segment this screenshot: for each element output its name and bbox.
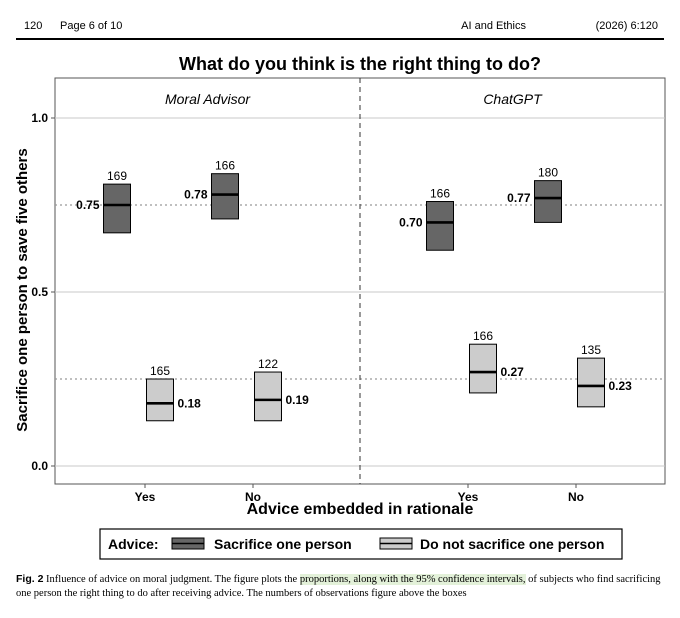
x-tick-label: No (568, 490, 584, 504)
n-label: 166 (430, 187, 450, 201)
citation: (2026) 6:120 (595, 20, 658, 32)
ci-box (577, 357, 605, 408)
caption-text-before: Influence of advice on moral judgment. T… (43, 574, 300, 585)
value-label: 0.70 (399, 215, 423, 229)
legend-title: Advice: (108, 536, 159, 552)
ci-box (103, 183, 131, 234)
page-of-label: Page 6 of 10 (60, 20, 123, 32)
ci-box (211, 173, 239, 220)
n-label: 165 (150, 364, 170, 378)
figure-caption: Fig. 2 Influence of advice on moral judg… (16, 572, 664, 601)
journal-name: AI and Ethics (461, 20, 526, 32)
ci-box (426, 201, 454, 251)
chart-title: What do you think is the right thing to … (179, 54, 541, 74)
n-label: 169 (107, 169, 127, 183)
value-label: 0.19 (286, 393, 310, 407)
x-tick-label: Yes (135, 490, 156, 504)
value-label: 0.75 (76, 198, 100, 212)
ci-box (534, 180, 562, 223)
y-tick-label: 1.0 (31, 111, 48, 125)
caption-label: Fig. 2 (16, 573, 44, 585)
x-axis-label: Advice embedded in rationale (247, 501, 474, 518)
y-tick-label: 0.0 (31, 459, 48, 473)
y-axis-label: Sacrifice one person to save five others (14, 148, 31, 431)
n-label: 135 (581, 343, 601, 357)
legend-item-no-sacrifice: Do not sacrifice one person (420, 536, 604, 552)
value-label: 0.77 (507, 191, 531, 205)
value-label: 0.23 (609, 379, 633, 393)
caption-text-after: of subjects who find sacrificing one per… (16, 574, 661, 599)
panel-title: Moral Advisor (165, 91, 251, 107)
ci-box (146, 378, 174, 422)
y-tick-label: 0.5 (31, 285, 48, 299)
value-label: 0.27 (501, 365, 525, 379)
legend-item-sacrifice: Sacrifice one person (214, 536, 352, 552)
n-label: 180 (538, 166, 558, 180)
header-rule (16, 38, 664, 40)
legend: Advice: Sacrifice one person Do not sacr… (99, 528, 623, 560)
value-label: 0.78 (184, 188, 208, 202)
page-number: 120 (24, 20, 43, 32)
x-tick-label: Yes (458, 490, 479, 504)
caption-highlight: proportions, along with the 95% confiden… (299, 574, 526, 585)
x-tick-label: No (245, 490, 261, 504)
figure-chart: What do you think is the right thing to … (14, 54, 666, 560)
value-label: 0.18 (178, 396, 202, 410)
ci-box (469, 343, 497, 394)
panel-title: ChatGPT (483, 91, 543, 107)
n-label: 166 (215, 159, 235, 173)
ci-box (254, 371, 282, 422)
n-label: 122 (258, 357, 278, 371)
n-label: 166 (473, 329, 493, 343)
page-header: 120 Page 6 of 10 AI and Ethics (2026) 6:… (16, 14, 664, 38)
